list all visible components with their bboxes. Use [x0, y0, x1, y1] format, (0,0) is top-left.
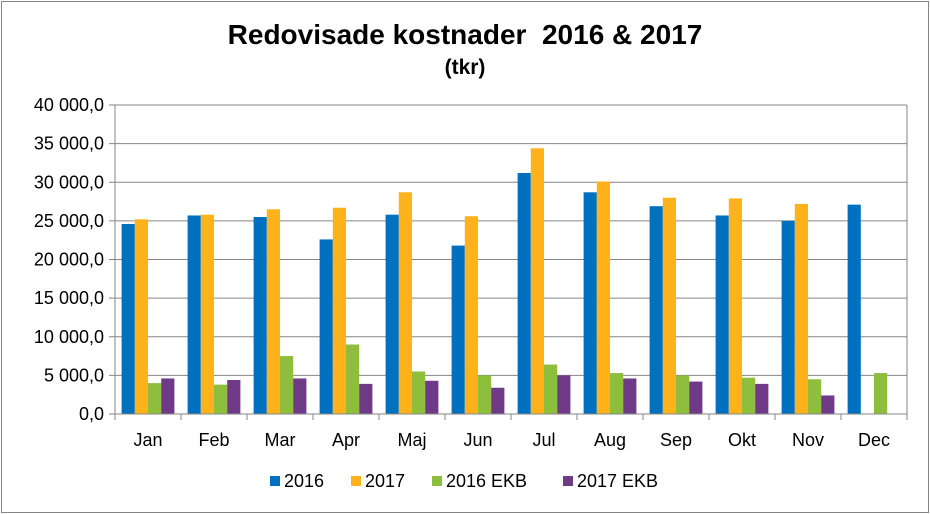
gridlines: [115, 104, 908, 414]
legend-swatch: [270, 476, 280, 486]
bar: [266, 209, 280, 414]
bar: [412, 371, 426, 414]
bar: [161, 378, 175, 414]
y-tick-label: 30 000,0: [34, 172, 104, 192]
bar: [755, 383, 769, 414]
x-tick-label: Dec: [858, 430, 890, 450]
bar: [557, 375, 571, 415]
x-tick-label: Feb: [198, 430, 229, 450]
bar: [425, 380, 439, 414]
y-tick-label: 20 000,0: [34, 250, 104, 270]
legend-label: 2016 EKB: [446, 471, 527, 491]
bar: [610, 373, 624, 414]
x-tick-label: Jun: [463, 430, 492, 450]
y-tick-labels: 0,0 5 000,0 10 000,0 15 000,0 20 000,0 25 000…: [34, 95, 104, 424]
bar: [227, 380, 241, 414]
bar: [649, 206, 663, 414]
bar: [676, 375, 690, 415]
x-tick-label: Jan: [133, 430, 162, 450]
bar: [544, 364, 558, 414]
bar: [742, 377, 756, 414]
axes: [109, 104, 908, 420]
bars: [121, 148, 888, 415]
chart-subtitle: (tkr): [445, 56, 486, 79]
bar: [398, 192, 412, 414]
y-tick-label: 25 000,0: [34, 211, 104, 231]
y-tick-label: 10 000,0: [34, 327, 104, 347]
legend-label: 2017: [365, 471, 405, 491]
legend-label: 2016: [284, 471, 324, 491]
bar: [821, 395, 835, 414]
legend-swatch: [351, 476, 361, 486]
x-tick-label: Mar: [265, 430, 296, 450]
x-tick-label: Sep: [660, 430, 692, 450]
bar: [662, 197, 676, 414]
bar: [280, 356, 294, 414]
bar: [623, 378, 637, 414]
legend: 2016 2017 2016 EKB 2017 EKB: [270, 471, 658, 491]
x-tick-label: Maj: [397, 430, 426, 450]
bar: [874, 373, 888, 414]
bar: [200, 214, 214, 414]
bar: [491, 387, 505, 414]
legend-swatch: [432, 476, 442, 486]
bar: [583, 192, 597, 414]
y-tick-label: 15 000,0: [34, 288, 104, 308]
bar: [808, 379, 822, 414]
bar: [517, 172, 531, 414]
bar: [451, 245, 465, 414]
bar: [596, 181, 610, 414]
bar: [847, 204, 861, 414]
y-tick-label: 5 000,0: [44, 365, 104, 385]
bar: [332, 207, 346, 414]
bar: [359, 383, 373, 414]
bar: [121, 223, 135, 414]
bar: [148, 383, 162, 414]
bar: [134, 219, 148, 414]
bar: [530, 148, 544, 414]
x-tick-labels: Jan Feb Mar Apr Maj Jun Jul Aug Sep Okt Nov Dec: [133, 430, 890, 450]
bar: [781, 220, 795, 415]
x-tick-label: Jul: [532, 430, 555, 450]
bar: [715, 215, 729, 414]
bar: [346, 344, 360, 414]
bar: [794, 203, 808, 414]
x-tick-label: Apr: [332, 430, 360, 450]
bar: [253, 217, 267, 414]
bar: [293, 378, 307, 414]
legend-swatch: [563, 476, 573, 486]
y-tick-label: 40 000,0: [34, 95, 104, 115]
legend-label: 2017 EKB: [577, 471, 658, 491]
bar: [728, 198, 742, 414]
bar: [187, 215, 201, 414]
x-tick-label: Nov: [792, 430, 824, 450]
bar: [319, 239, 333, 414]
bar: [385, 214, 399, 414]
y-tick-label: 35 000,0: [34, 134, 104, 154]
x-tick-label: Aug: [594, 430, 626, 450]
bar: [689, 381, 703, 414]
y-tick-label: 0,0: [79, 404, 104, 424]
x-tick-label: Okt: [728, 430, 756, 450]
bar: [464, 216, 478, 414]
bar: [214, 384, 228, 414]
chart-title: Redovisade kostnader 2016 & 2017: [228, 19, 703, 50]
bar: [478, 375, 492, 415]
